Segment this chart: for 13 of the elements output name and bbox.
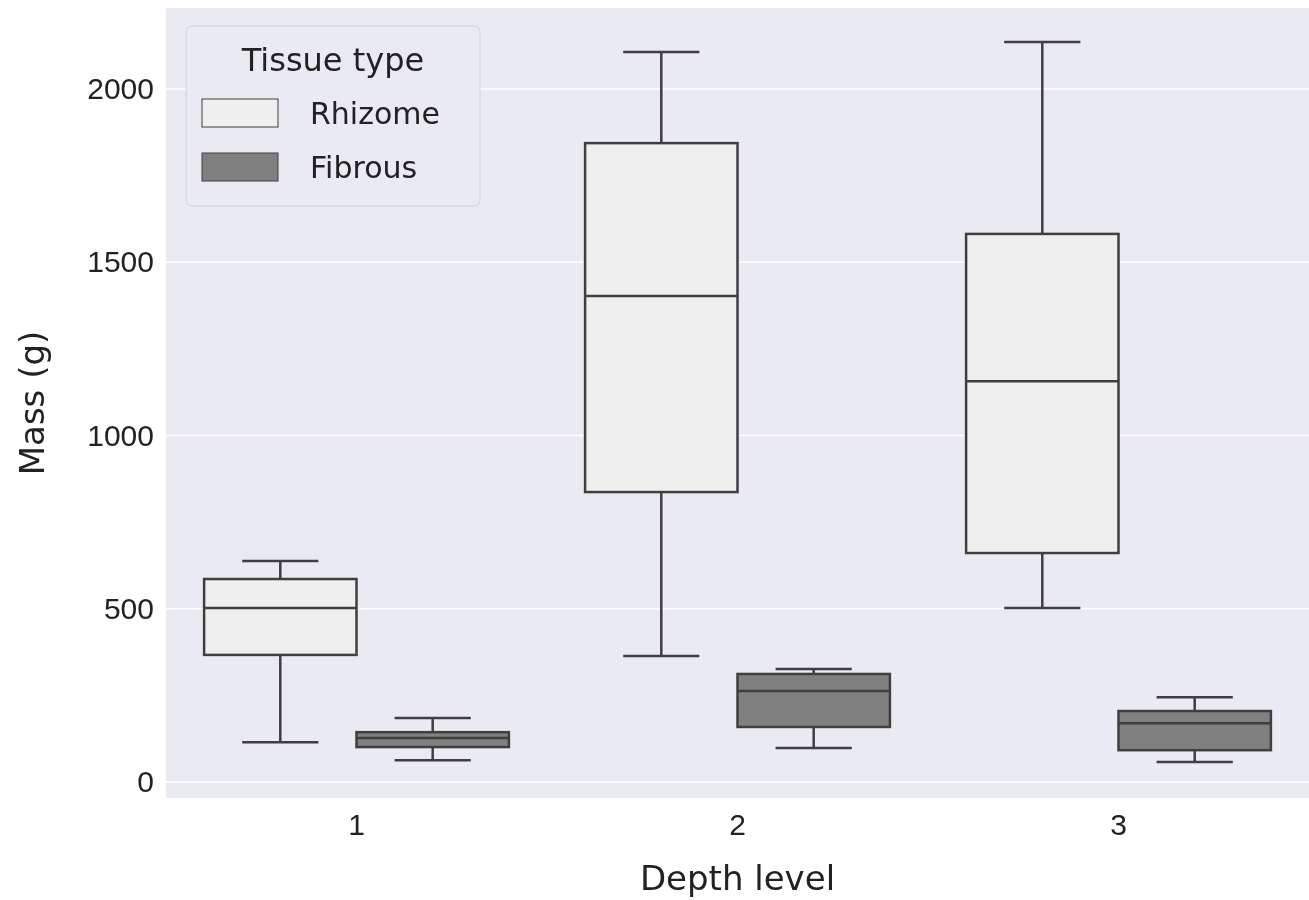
legend-label: Rhizome bbox=[310, 96, 440, 131]
x-tick-label: 3 bbox=[1110, 808, 1127, 842]
legend-label: Fibrous bbox=[310, 150, 418, 185]
y-axis-title: Mass (g) bbox=[12, 330, 52, 476]
x-tick-label: 2 bbox=[729, 808, 746, 842]
legend-title: Tissue type bbox=[240, 41, 425, 79]
x-axis-title: Depth level bbox=[639, 858, 836, 898]
y-tick-label: 500 bbox=[103, 591, 154, 625]
y-tick-label: 0 bbox=[137, 765, 154, 799]
y-tick-label: 1500 bbox=[87, 245, 154, 279]
x-tick-label: 1 bbox=[348, 808, 365, 842]
y-tick-label: 2000 bbox=[87, 72, 154, 106]
y-tick-label: 1000 bbox=[87, 418, 154, 452]
